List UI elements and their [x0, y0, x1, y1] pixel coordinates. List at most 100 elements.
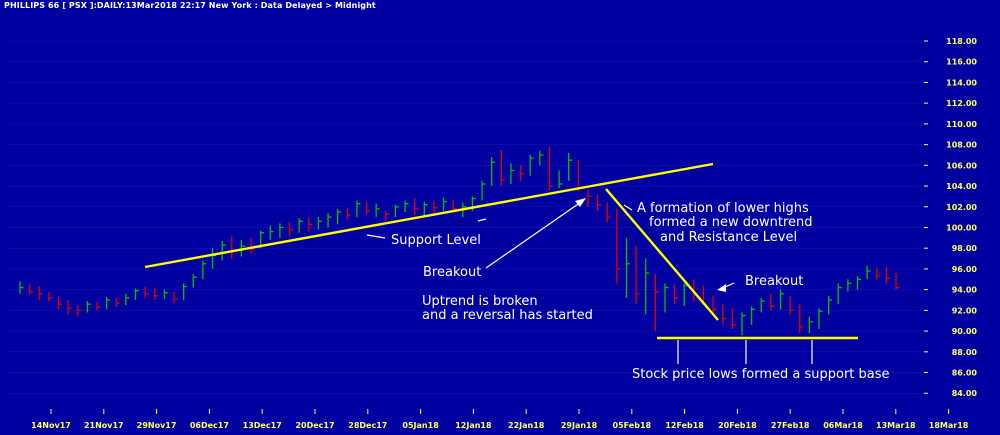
ohlc-bar — [510, 163, 515, 184]
x-tick-label: 29Jan18 — [561, 421, 598, 430]
ohlc-bar — [827, 295, 833, 315]
x-tick-label: 06Mar18 — [823, 421, 863, 430]
x-axis: 14Nov17 21Nov17 29Nov17 06Dec17 13Dec17 20Dec… — [31, 409, 969, 430]
y-tick-label: 114.00 — [946, 78, 977, 87]
ohlc-bar — [48, 291, 53, 302]
x-tick-label: 28Dec17 — [348, 421, 387, 430]
ohlc-bar — [211, 248, 217, 269]
ohlc-bar — [770, 293, 775, 311]
ohlc-bar — [163, 289, 168, 299]
x-tick-label: 14Nov17 — [31, 421, 71, 430]
ohlc-bar — [654, 274, 659, 332]
x-tick-label: 18Mar18 — [929, 421, 969, 430]
ohlc-bar — [750, 306, 756, 325]
ohlc-bar — [635, 246, 640, 305]
ohlc-bar — [876, 267, 881, 280]
y-tick-label: 90.00 — [952, 327, 978, 336]
breakout-arrow-head — [575, 198, 586, 207]
ohlc-bar — [433, 200, 438, 215]
ohlc-bar — [722, 304, 727, 325]
ohlc-bar — [866, 265, 871, 280]
ohlc-bar — [192, 274, 197, 288]
ohlc-bar — [154, 287, 159, 300]
ohlc-bar — [375, 203, 380, 218]
ohlc-bar — [712, 295, 717, 315]
x-tick-label: 05Feb18 — [613, 421, 652, 430]
ohlc-bar — [481, 180, 486, 201]
ohlc-bar — [741, 312, 746, 336]
lower-highs-label: A formation of lower highs — [637, 201, 809, 216]
ohlc-bar — [365, 201, 371, 216]
ohlc-bar — [308, 217, 313, 232]
ohlc-bar — [895, 273, 900, 290]
ohlc-bar — [568, 152, 573, 181]
x-tick-label: 05Jan18 — [402, 421, 439, 430]
ohlc-bar — [288, 222, 294, 236]
ohlc-bar — [452, 199, 457, 212]
ohlc-bar — [837, 283, 842, 305]
ohlc-bar — [558, 170, 563, 189]
y-tick-label: 110.00 — [946, 120, 977, 129]
y-tick-label: 88.00 — [952, 348, 978, 357]
ohlc-bar — [134, 288, 140, 300]
ohlc-bar — [19, 281, 24, 294]
ohlc-bar — [616, 208, 621, 284]
y-tick-label: 92.00 — [952, 306, 978, 315]
ohlc-bar — [731, 308, 736, 330]
x-tick-label: 06Dec17 — [190, 421, 229, 430]
y-tick-label: 112.00 — [946, 99, 977, 108]
ohlc-bar — [173, 291, 178, 304]
ohlc-bar — [240, 239, 245, 257]
breakout-arrow-line — [485, 201, 582, 269]
ohlc-bar — [279, 223, 284, 238]
y-tick-label: 96.00 — [952, 265, 978, 274]
ohlc-bar — [519, 165, 525, 181]
x-tick-label: 13Mar18 — [876, 421, 916, 430]
ohlc-bar — [394, 204, 399, 218]
ohlc-bar — [577, 160, 582, 192]
ohlc-bar — [885, 266, 890, 284]
ohlc-bar — [606, 202, 611, 223]
ohlc-bar — [144, 286, 149, 298]
x-tick-label: 13Dec17 — [243, 421, 282, 430]
ohlc-bar — [529, 154, 534, 176]
y-axis: 84.00 86.00 88.00 90.00 92.00 94.00 96.00 98.00… — [924, 37, 977, 398]
x-tick-label: 12Jan18 — [455, 421, 492, 430]
ohlc-bar — [38, 286, 43, 300]
ohlc-bar — [28, 284, 34, 295]
resistance-level-label: and Resistance Level — [660, 230, 797, 245]
breakout-2-label: Breakout — [745, 274, 803, 289]
ohlc-bar — [856, 276, 861, 290]
ohlc-bar — [346, 207, 351, 220]
ohlc-bar — [269, 225, 274, 240]
ohlc-bar — [500, 149, 505, 187]
ohlc-bar — [491, 157, 496, 187]
y-tick-label: 106.00 — [946, 161, 977, 170]
breakout2-arrow-head — [717, 284, 726, 292]
ohlc-bar — [587, 190, 592, 207]
reversal-label: and a reversal has started — [422, 308, 593, 323]
ohlc-bar — [221, 240, 226, 261]
ohlc-bar — [96, 302, 101, 311]
ohlc-bar — [298, 218, 303, 233]
x-tick-label: 20Dec17 — [295, 421, 334, 430]
chart-header: PHILLIPS 66 [ PSX ]:DAILY:13Mar2018 22:1… — [4, 1, 376, 10]
ohlc-bar — [683, 283, 688, 307]
new-downtrend-label: formed a new downtrend — [649, 215, 813, 230]
ohlc-bar — [125, 293, 130, 306]
ohlc-bar — [356, 200, 361, 218]
ohlc-bar — [67, 300, 72, 315]
x-tick-label: 12Feb18 — [665, 421, 704, 430]
resistance-trendline — [605, 188, 719, 321]
support-pointer-line — [366, 234, 386, 239]
ohlc-bar — [673, 284, 679, 305]
price-bars — [19, 146, 900, 336]
y-tick-label: 118.00 — [946, 37, 977, 46]
ohlc-bar — [799, 304, 804, 334]
ohlc-bar — [779, 289, 784, 310]
ohlc-bar — [404, 200, 409, 212]
ohlc-bar — [414, 198, 419, 216]
ohlc-bar — [847, 279, 852, 292]
y-tick-label: 104.00 — [946, 182, 977, 191]
